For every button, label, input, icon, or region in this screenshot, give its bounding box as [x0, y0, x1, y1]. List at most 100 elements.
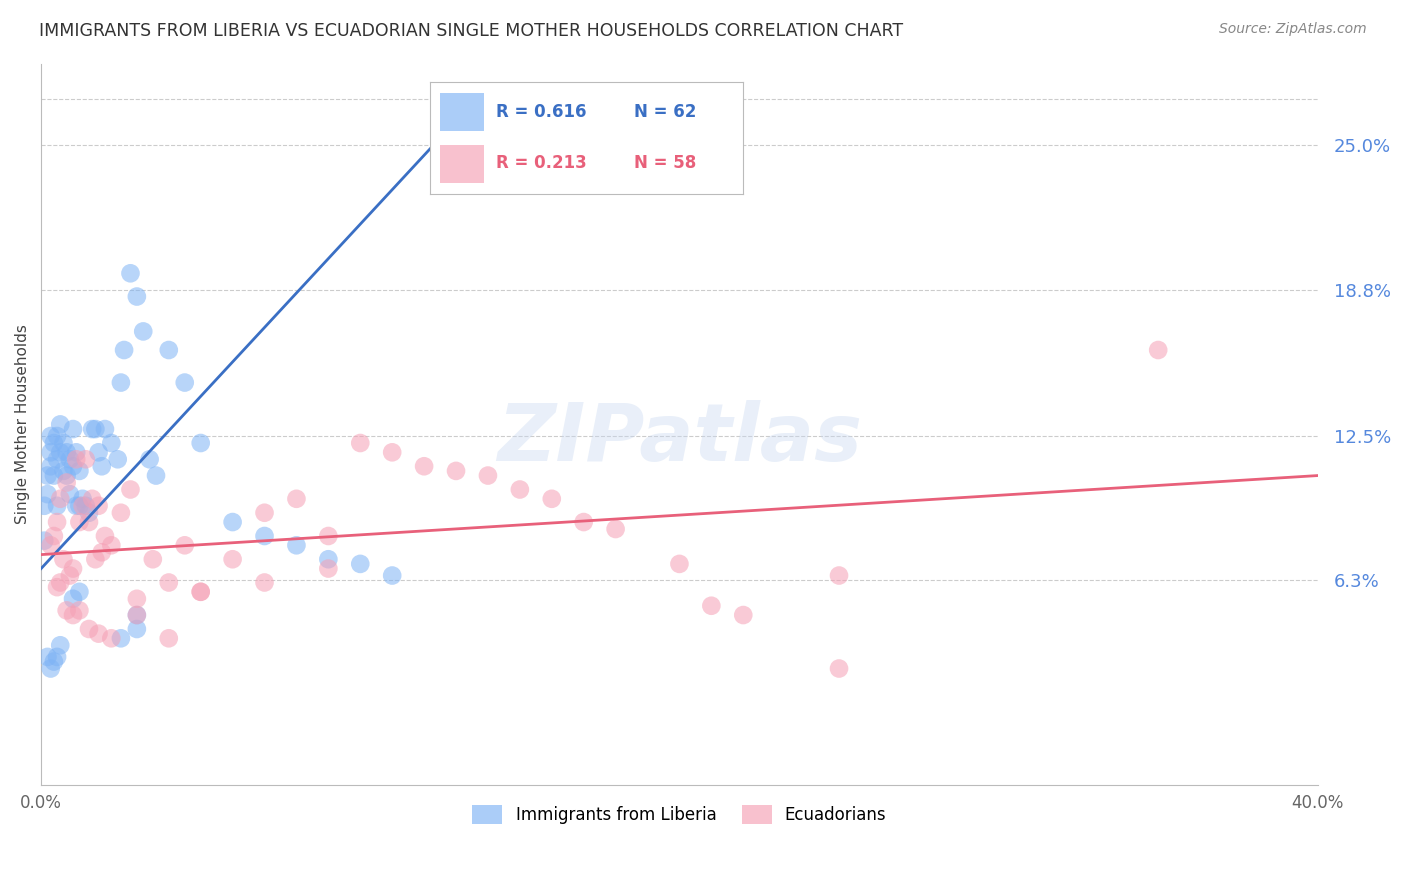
Point [67, 515, 90, 529]
Point [145, 468, 167, 483]
Point [49, 638, 72, 652]
Point [413, 459, 436, 474]
Point [828, 661, 851, 675]
Point [605, 522, 627, 536]
Point [67, 499, 90, 513]
Point [37, 487, 59, 501]
Point [55, 468, 77, 483]
Point [34, 533, 56, 548]
Point [39, 445, 62, 459]
Point [132, 325, 155, 339]
Point [110, 632, 132, 646]
Point [1147, 343, 1170, 357]
Point [190, 584, 212, 599]
Point [125, 608, 148, 623]
Point [77, 622, 100, 636]
Point [90, 545, 112, 559]
Point [318, 552, 340, 566]
Point [75, 499, 97, 513]
Text: IMMIGRANTS FROM LIBERIA VS ECUADORIAN SINGLE MOTHER HOUSEHOLDS CORRELATION CHART: IMMIGRANTS FROM LIBERIA VS ECUADORIAN SI… [39, 22, 904, 40]
Point [65, 452, 87, 467]
Point [49, 575, 72, 590]
Point [87, 626, 110, 640]
Point [72, 491, 94, 506]
Point [82, 491, 104, 506]
Point [190, 584, 212, 599]
Point [46, 452, 69, 467]
Point [125, 591, 148, 606]
Point [46, 580, 69, 594]
Point [221, 552, 243, 566]
Point [49, 445, 72, 459]
Point [381, 568, 404, 582]
Point [173, 376, 195, 390]
Point [87, 499, 110, 513]
Point [157, 632, 180, 646]
Point [668, 557, 690, 571]
Point [477, 468, 499, 483]
Point [52, 436, 75, 450]
Point [46, 649, 69, 664]
Point [100, 538, 122, 552]
Point [52, 552, 75, 566]
Point [46, 515, 69, 529]
Point [82, 422, 104, 436]
Point [34, 499, 56, 513]
Point [120, 266, 142, 280]
Point [42, 468, 65, 483]
Point [110, 506, 132, 520]
Point [100, 632, 122, 646]
Point [62, 422, 84, 436]
Point [42, 436, 65, 450]
Point [90, 459, 112, 474]
Point [112, 343, 135, 357]
Point [75, 452, 97, 467]
Point [84, 422, 107, 436]
Point [46, 429, 69, 443]
Point [107, 452, 129, 467]
Point [173, 538, 195, 552]
Point [77, 506, 100, 520]
Point [59, 568, 82, 582]
Point [381, 445, 404, 459]
Point [37, 468, 59, 483]
Point [138, 452, 160, 467]
Point [84, 552, 107, 566]
Point [221, 515, 243, 529]
Point [125, 608, 148, 623]
Point [540, 491, 562, 506]
Point [253, 506, 276, 520]
Text: ZIPatlas: ZIPatlas [496, 400, 862, 478]
Point [72, 499, 94, 513]
Text: Source: ZipAtlas.com: Source: ZipAtlas.com [1219, 22, 1367, 37]
Point [67, 584, 90, 599]
Point [39, 661, 62, 675]
Point [572, 515, 595, 529]
Point [828, 568, 851, 582]
Point [349, 436, 371, 450]
Point [67, 603, 90, 617]
Point [55, 475, 77, 490]
Point [37, 649, 59, 664]
Point [65, 445, 87, 459]
Point [110, 376, 132, 390]
Point [62, 591, 84, 606]
Point [42, 529, 65, 543]
Point [55, 445, 77, 459]
Y-axis label: Single Mother Households: Single Mother Households [15, 325, 30, 524]
Point [39, 538, 62, 552]
Point [285, 491, 308, 506]
Point [94, 529, 117, 543]
Point [46, 499, 69, 513]
Point [509, 483, 531, 497]
Point [59, 487, 82, 501]
Point [142, 552, 165, 566]
Point [59, 452, 82, 467]
Point [39, 429, 62, 443]
Point [62, 608, 84, 623]
Point [67, 464, 90, 478]
Point [157, 575, 180, 590]
Point [62, 561, 84, 575]
Point [39, 459, 62, 474]
Point [55, 603, 77, 617]
